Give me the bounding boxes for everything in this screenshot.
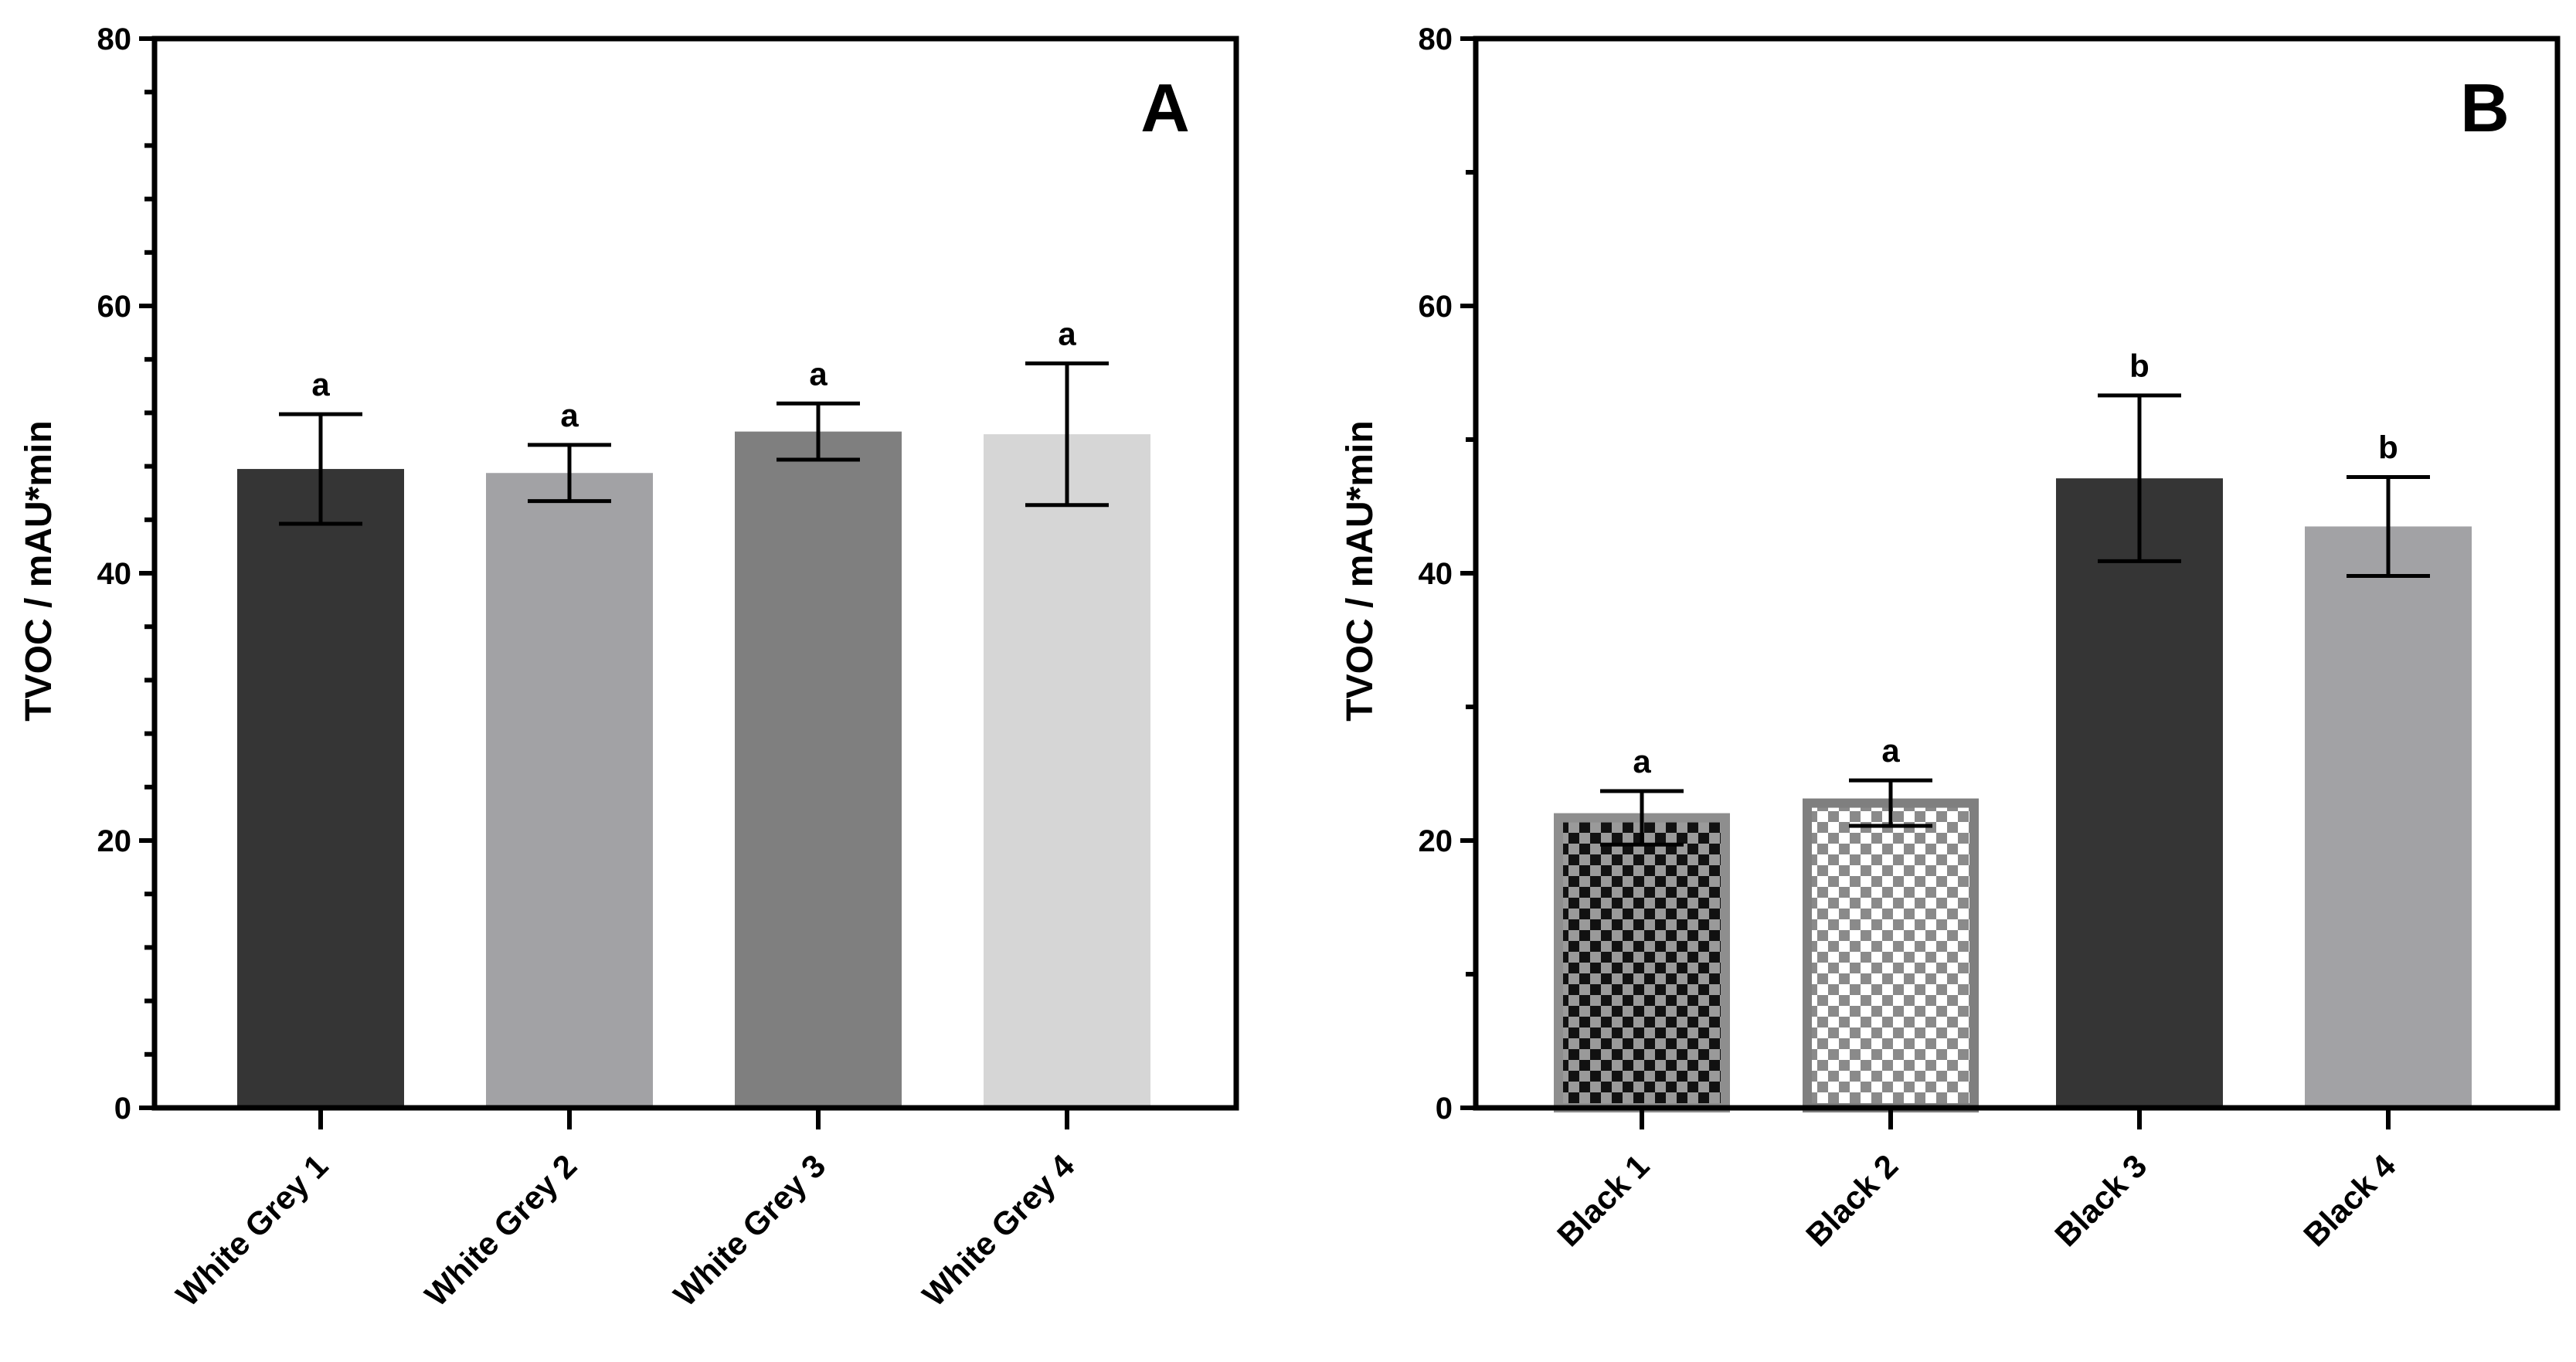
- error-bar-a-3: [777, 401, 860, 462]
- significance-label-a-3: a: [809, 355, 828, 392]
- error-bar-b-4: [2347, 474, 2430, 578]
- y-axis-label-b: TVOC / mAU*min: [1340, 420, 1381, 721]
- significance-label-b-4: b: [2378, 429, 2398, 465]
- error-bar-a-4: [1025, 361, 1109, 508]
- significance-label-a-4: a: [1058, 315, 1076, 352]
- y-tick-label: 40: [1419, 557, 1453, 591]
- bar-b-2: [1803, 798, 1979, 1113]
- significance-label-a-1: a: [311, 366, 330, 402]
- y-tick-label: 20: [97, 824, 132, 858]
- bar-b-4: [2305, 526, 2472, 1108]
- y-tick-label: 60: [1419, 290, 1453, 324]
- chart-panel-b: B TVOC / mAU*min a a b b 0 20 40 60 80 Black 1 Bla…: [1340, 22, 2561, 1254]
- x-category-label-b-2: Black 2: [1799, 1147, 1905, 1253]
- chart-panel-a: A TVOC / mAU*min a a a a 0 20 40 60 80 White Grey…: [19, 22, 1239, 1313]
- significance-label-b-3: b: [2129, 348, 2149, 384]
- error-bar-a-1: [279, 412, 362, 526]
- y-tick-label: 60: [97, 290, 132, 324]
- x-category-label-a-1: White Grey 1: [169, 1147, 335, 1313]
- bar-b-3: [2056, 478, 2223, 1108]
- error-bar-a-2: [528, 443, 611, 504]
- error-bar-b-1: [1600, 789, 1684, 847]
- y-tick-label: 20: [1419, 824, 1453, 858]
- y-tick-label: 0: [114, 1092, 131, 1126]
- panel-letter-b: B: [2460, 70, 2510, 146]
- x-category-label-b-1: Black 1: [1550, 1147, 1656, 1253]
- y-tick-label: 0: [1436, 1092, 1453, 1126]
- y-tick-label: 80: [1419, 22, 1453, 56]
- x-category-label-b-3: Black 3: [2048, 1147, 2153, 1253]
- x-category-label-a-4: White Grey 4: [916, 1147, 1082, 1313]
- significance-label-a-2: a: [560, 397, 579, 433]
- x-category-label-b-4: Black 4: [2296, 1147, 2403, 1254]
- bar-a-4: [984, 434, 1150, 1108]
- y-tick-label: 80: [97, 22, 132, 56]
- panel-letter-a: A: [1140, 70, 1190, 146]
- error-bar-b-3: [2098, 393, 2181, 563]
- y-tick-label: 40: [97, 557, 132, 591]
- x-category-label-a-2: White Grey 2: [418, 1147, 584, 1313]
- significance-label-b-2: a: [1881, 732, 1900, 769]
- bar-a-1: [237, 469, 404, 1108]
- significance-label-b-1: a: [1633, 743, 1651, 779]
- x-category-label-a-3: White Grey 3: [667, 1147, 833, 1313]
- error-bar-b-2: [1849, 778, 1932, 828]
- bar-a-3: [735, 431, 902, 1108]
- bar-a-2: [486, 473, 653, 1108]
- y-axis-label-a: TVOC / mAU*min: [19, 420, 59, 721]
- bar-b-1: [1554, 813, 1730, 1112]
